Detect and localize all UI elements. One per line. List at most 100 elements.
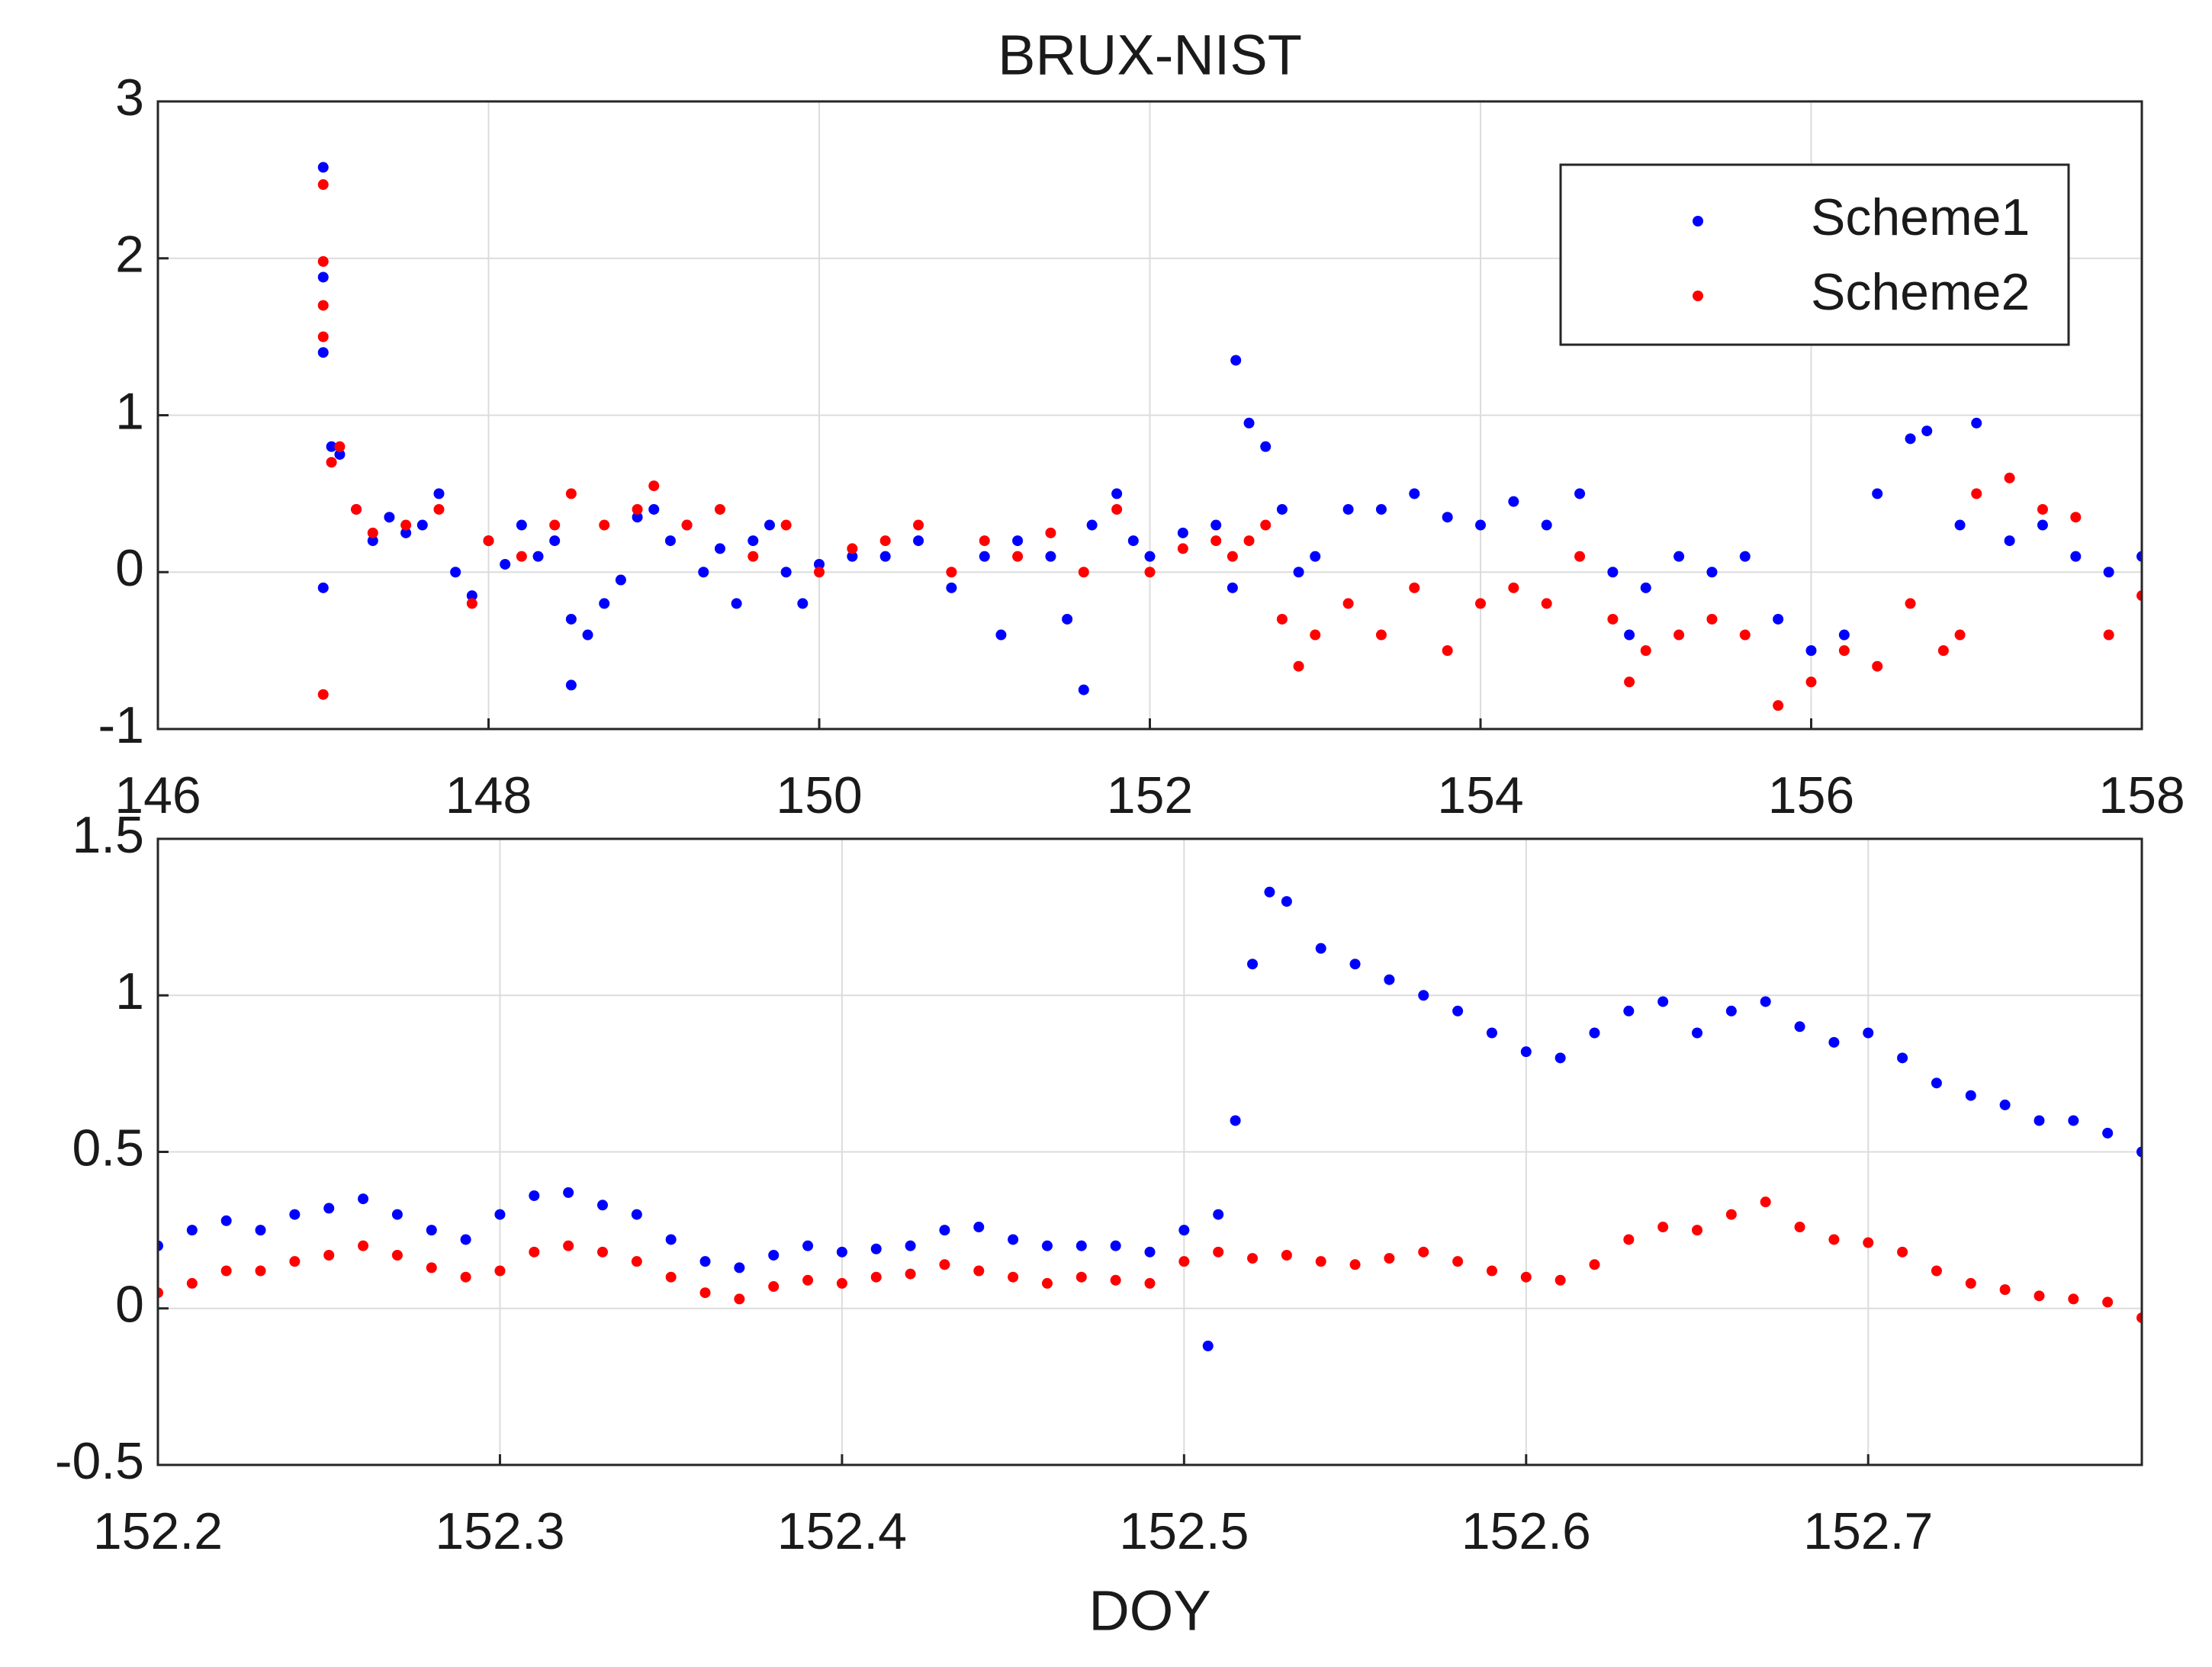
point [1075, 1240, 1087, 1251]
point [1342, 503, 1354, 515]
point [797, 598, 809, 609]
point [596, 1246, 608, 1257]
point [734, 1293, 745, 1305]
point [1921, 426, 1933, 437]
point [1230, 1115, 1241, 1126]
point [2136, 551, 2142, 562]
point [494, 1265, 506, 1277]
point [2070, 551, 2082, 562]
point [1310, 629, 1321, 641]
point [1805, 676, 1817, 688]
point [1623, 1005, 1635, 1017]
point [648, 503, 660, 515]
point [416, 519, 428, 531]
point [1725, 1005, 1737, 1017]
point [1692, 1027, 1703, 1039]
point [1897, 1246, 1908, 1257]
point [158, 1240, 163, 1251]
point [768, 1249, 780, 1261]
y-tick-label: -0.5 [55, 1432, 144, 1490]
point [1213, 1246, 1224, 1257]
point [764, 519, 775, 531]
point [1008, 1234, 1019, 1245]
point [2004, 472, 2015, 483]
point [699, 1256, 711, 1267]
point [1178, 1256, 1190, 1267]
point [1520, 1046, 1532, 1058]
point [1872, 660, 1883, 672]
point [681, 519, 693, 531]
point [1202, 1341, 1214, 1352]
point [2068, 1293, 2079, 1305]
point [1442, 645, 1453, 657]
point [748, 535, 759, 547]
point [1475, 598, 1486, 609]
point [391, 1249, 403, 1261]
point [367, 535, 378, 547]
point [334, 441, 346, 452]
point [1384, 1253, 1395, 1264]
point [1041, 1277, 1053, 1289]
point [979, 535, 990, 547]
point [1706, 613, 1718, 625]
point [1739, 551, 1751, 562]
point [1086, 519, 1098, 531]
point [1178, 1225, 1190, 1236]
point [1773, 613, 1784, 625]
point [2136, 590, 2142, 602]
point [995, 629, 1007, 641]
point [1640, 645, 1651, 657]
point [466, 598, 477, 609]
point [946, 567, 957, 578]
point [351, 503, 362, 515]
point [1144, 567, 1156, 578]
point [1247, 1253, 1259, 1264]
point [460, 1271, 471, 1283]
point [549, 535, 561, 547]
point [870, 1271, 882, 1283]
point [1384, 974, 1395, 985]
x-tick-label: 146 [114, 766, 201, 824]
point [1863, 1237, 1874, 1248]
y-tick-label: 0 [115, 539, 144, 597]
point [1078, 684, 1089, 695]
point [450, 567, 461, 578]
point [1794, 1021, 1805, 1033]
point [317, 162, 329, 173]
point [1589, 1027, 1600, 1039]
point [317, 582, 329, 593]
y-tick-label: 0.5 [72, 1119, 144, 1177]
y-tick-label: 1 [115, 382, 144, 440]
point [1247, 959, 1259, 970]
point [631, 1209, 642, 1220]
point [1041, 1240, 1053, 1251]
point [1863, 1027, 1874, 1039]
point [2102, 1296, 2114, 1308]
point [1012, 551, 1024, 562]
point [1375, 629, 1387, 641]
point [532, 551, 544, 562]
point [1838, 629, 1850, 641]
point [2004, 535, 2015, 547]
point [1045, 551, 1056, 562]
point [1739, 629, 1751, 641]
y-tick-label: 1.5 [72, 806, 144, 864]
point [317, 271, 329, 283]
legend-label: Scheme1 [1811, 188, 2030, 246]
point [1210, 519, 1222, 531]
point [1965, 1090, 1976, 1101]
point [913, 535, 924, 547]
point [1227, 551, 1238, 562]
point [1931, 1265, 1942, 1277]
point [1276, 613, 1288, 625]
point [255, 1265, 266, 1277]
point [1954, 629, 1966, 641]
point [1673, 629, 1685, 641]
point [1012, 535, 1024, 547]
point [186, 1225, 198, 1236]
point [905, 1240, 916, 1251]
y-tick-label: 0 [115, 1276, 144, 1334]
point [2070, 512, 2082, 523]
point [358, 1240, 369, 1251]
point [220, 1215, 232, 1226]
